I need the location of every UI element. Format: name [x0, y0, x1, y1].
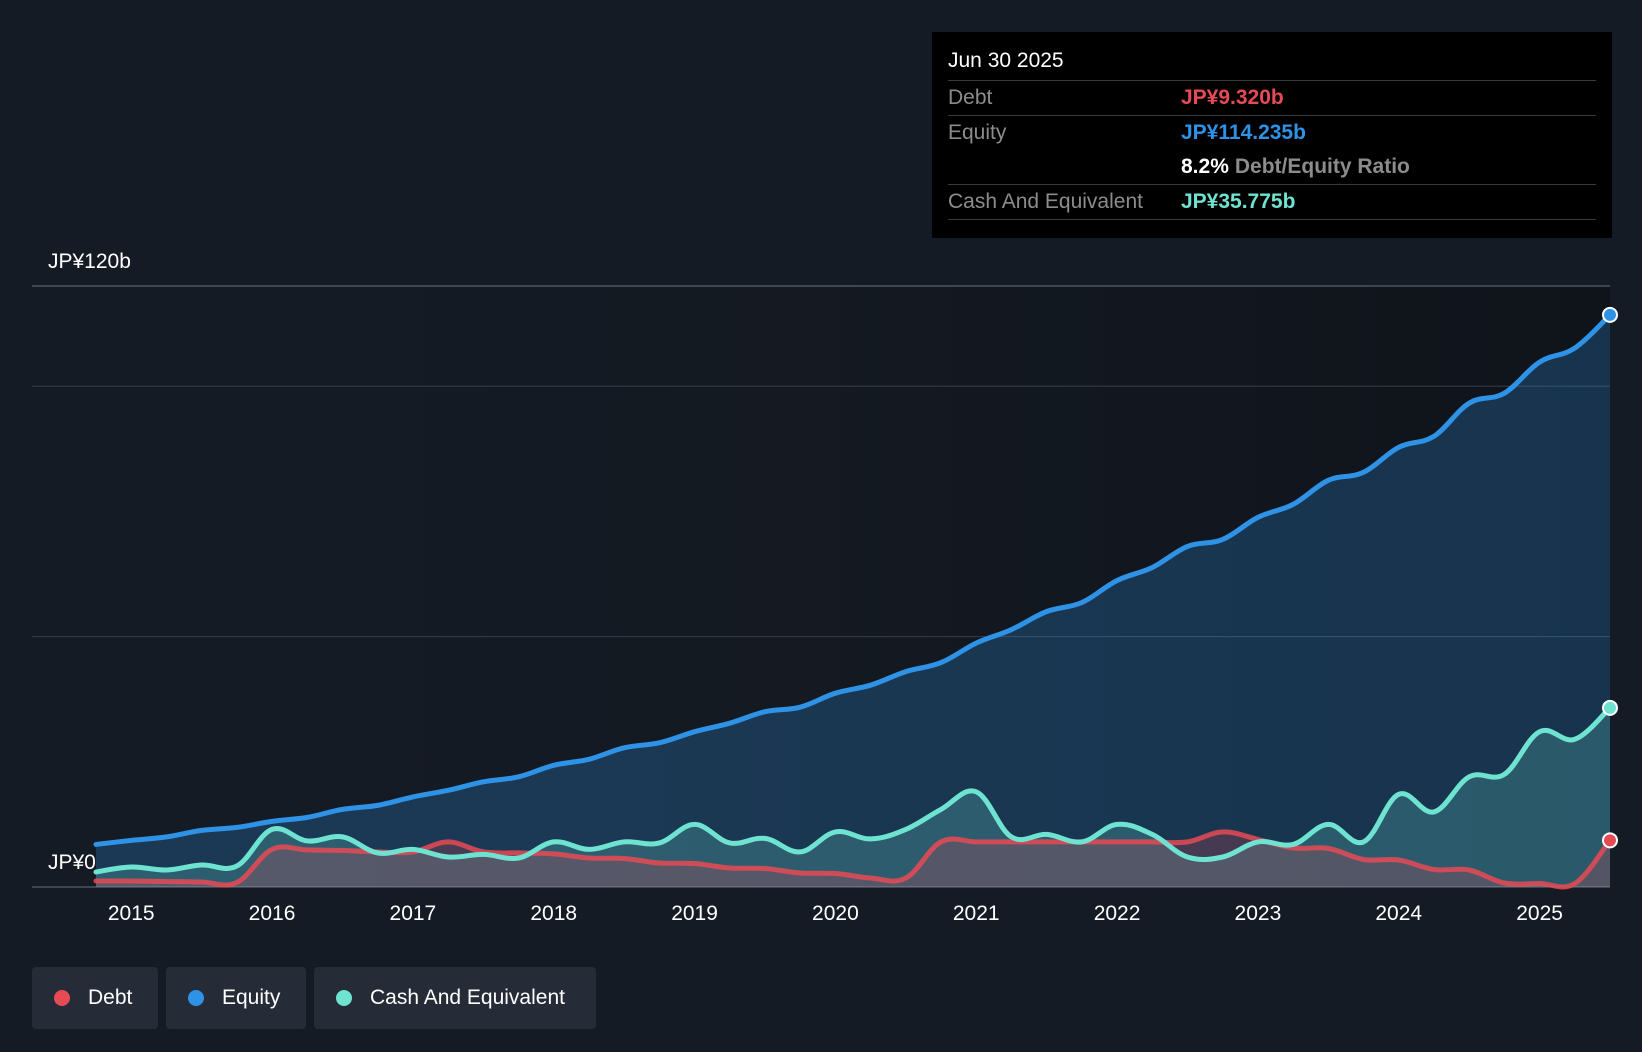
debt-area [96, 831, 1610, 887]
legend-item-debt[interactable]: Debt [32, 967, 158, 1029]
equity-area [96, 314, 1610, 887]
x-axis-ticks: 2015 2016 2017 2018 2019 2020 2021 2022 2023 2024… [108, 902, 1563, 925]
y-axis-bottom-label: JP¥0 [48, 851, 96, 874]
cash-line [93, 705, 1613, 875]
equity-end-point[interactable] [1602, 306, 1618, 323]
x-tick-label: 2023 [1235, 902, 1282, 925]
x-tick-label: 2025 [1516, 902, 1563, 925]
tooltip-cash-value: JP¥35.775b [1181, 190, 1296, 213]
series-lines [93, 312, 1613, 890]
legend-item-equity[interactable]: Equity [166, 967, 306, 1029]
tooltip-row-debt: Debt JP¥9.320b [948, 80, 1596, 115]
cash-end-point[interactable] [1602, 699, 1618, 716]
tooltip-ratio-value: 8.2% [1181, 155, 1229, 178]
gridlines [32, 285, 1610, 888]
tooltip-debt-value: JP¥9.320b [1181, 86, 1284, 109]
equity-line [93, 312, 1613, 847]
series-end-markers [1602, 306, 1618, 849]
data-tooltip: Jun 30 2025 Debt JP¥9.320b Equity JP¥114… [932, 32, 1612, 238]
debt-end-point[interactable] [1602, 832, 1618, 849]
tooltip-row-equity: Equity JP¥114.235b [948, 115, 1596, 150]
legend-cash-label: Cash And Equivalent [370, 986, 565, 1009]
legend-debt-label: Debt [88, 986, 133, 1009]
x-tick-label: 2022 [1094, 902, 1141, 925]
debt-dot-icon [54, 990, 70, 1006]
tooltip-equity-value: JP¥114.235b [1181, 121, 1306, 144]
cash-dot-icon [336, 990, 352, 1006]
legend-equity-label: Equity [222, 986, 281, 1009]
debt-line [93, 829, 1613, 890]
tooltip-ratio-label: Debt/Equity Ratio [1234, 155, 1410, 178]
tooltip-row-ratio: 8.2% Debt/Equity Ratio [948, 150, 1596, 184]
tooltip-debt-label: Debt [948, 86, 993, 109]
x-tick-label: 2018 [530, 902, 577, 925]
tooltip-cash-label: Cash And Equivalent [948, 190, 1143, 213]
tooltip-date: Jun 30 2025 [948, 49, 1064, 72]
tooltip-row-cash: Cash And Equivalent JP¥35.775b [948, 184, 1596, 220]
tooltip-equity-label: Equity [948, 121, 1007, 144]
legend-item-cash[interactable]: Cash And Equivalent [314, 967, 596, 1029]
x-tick-label: 2016 [249, 902, 296, 925]
x-tick-label: 2021 [953, 902, 1000, 925]
equity-dot-icon [188, 990, 204, 1006]
y-axis-top-label: JP¥120b [48, 250, 131, 273]
x-tick-label: 2019 [671, 902, 718, 925]
x-tick-label: 2020 [812, 902, 859, 925]
x-tick-label: 2015 [108, 902, 155, 925]
x-tick-label: 2017 [390, 902, 437, 925]
x-tick-label: 2024 [1375, 902, 1422, 925]
